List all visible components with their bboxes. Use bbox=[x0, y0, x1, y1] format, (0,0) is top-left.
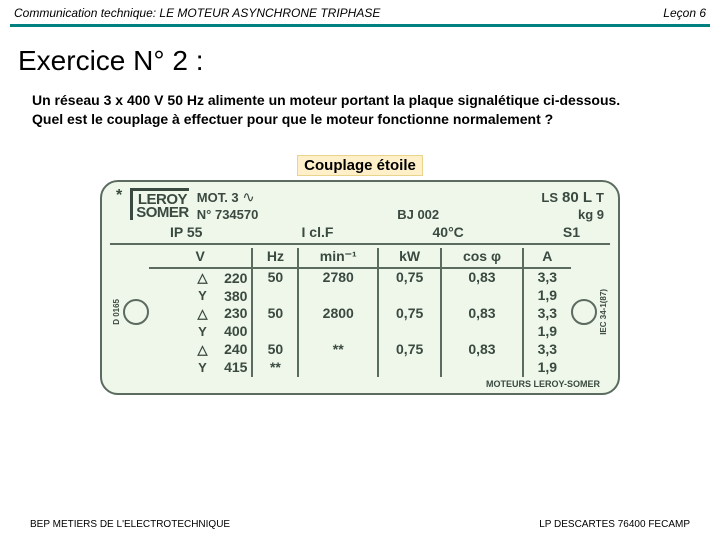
kg-value: 9 bbox=[597, 207, 604, 222]
cell-hz: ** bbox=[252, 359, 298, 377]
cell-cos: 0,83 bbox=[441, 341, 522, 359]
cell-hz: 50 bbox=[252, 341, 298, 359]
col-rpm: min⁻¹ bbox=[298, 248, 378, 269]
cell-a: 3,3 bbox=[523, 305, 571, 323]
plate-divider bbox=[110, 243, 610, 245]
cell-v: Y415 bbox=[149, 359, 252, 377]
plate-side-right-label: IEC 34-1(87) bbox=[597, 289, 610, 335]
kg-label: kg bbox=[578, 207, 593, 222]
cell-v: △220 bbox=[149, 268, 252, 287]
cell-hz: 50 bbox=[252, 305, 298, 323]
table-row: △2205027800,750,833,3 bbox=[149, 268, 571, 287]
ip-rating: IP 55 bbox=[170, 224, 202, 240]
col-kw: kW bbox=[378, 248, 441, 269]
col-v: V bbox=[149, 248, 252, 269]
cell-kw bbox=[378, 287, 441, 305]
cell-rpm: 2780 bbox=[298, 268, 378, 287]
mot-label: MOT. 3 bbox=[197, 190, 239, 205]
cell-kw: 0,75 bbox=[378, 341, 441, 359]
footer-left: BEP METIERS DE L'ELECTROTECHNIQUE bbox=[30, 519, 230, 530]
cell-v: Y400 bbox=[149, 323, 252, 341]
duty-type: S1 bbox=[563, 224, 580, 240]
cell-a: 3,3 bbox=[523, 268, 571, 287]
cell-cos: 0,83 bbox=[441, 305, 522, 323]
table-row: △24050**0,750,833,3 bbox=[149, 341, 571, 359]
cell-rpm bbox=[298, 359, 378, 377]
col-cos: cos φ bbox=[441, 248, 522, 269]
ac-icon: ∿ bbox=[242, 189, 255, 206]
temperature: 40°C bbox=[433, 224, 464, 240]
cell-rpm: 2800 bbox=[298, 305, 378, 323]
serial-number: 734570 bbox=[215, 207, 258, 222]
cell-rpm bbox=[298, 323, 378, 341]
ratings-table: V Hz min⁻¹ kW cos φ A △2205027800,750,83… bbox=[149, 248, 571, 377]
table-header-row: V Hz min⁻¹ kW cos φ A bbox=[149, 248, 571, 269]
cell-hz: 50 bbox=[252, 268, 298, 287]
cell-hz bbox=[252, 323, 298, 341]
cell-cos: 0,83 bbox=[441, 268, 522, 287]
cell-cos bbox=[441, 287, 522, 305]
cell-v: Y380 bbox=[149, 287, 252, 305]
cell-kw: 0,75 bbox=[378, 305, 441, 323]
cell-v: △240 bbox=[149, 341, 252, 359]
table-row: △2305028000,750,833,3 bbox=[149, 305, 571, 323]
col-hz: Hz bbox=[252, 248, 298, 269]
cell-cos bbox=[441, 323, 522, 341]
cell-hz bbox=[252, 287, 298, 305]
cell-rpm: ** bbox=[298, 341, 378, 359]
bj-value: 002 bbox=[417, 207, 439, 222]
insulation-class: I cl.F bbox=[302, 224, 334, 240]
model-code: LS 80 L T bbox=[541, 189, 604, 206]
page-title: Exercice N° 2 : bbox=[0, 27, 720, 91]
header-left: Communication technique: LE MOTEUR ASYNC… bbox=[14, 6, 380, 20]
question-line-2: Quel est le couplage à effectuer pour qu… bbox=[32, 110, 688, 129]
cell-rpm bbox=[298, 287, 378, 305]
cell-v: △230 bbox=[149, 305, 252, 323]
question-text: Un réseau 3 x 400 V 50 Hz alimente un mo… bbox=[0, 91, 720, 129]
cell-cos bbox=[441, 359, 522, 377]
table-row: Y415** 1,9 bbox=[149, 359, 571, 377]
serial-label: N° bbox=[197, 207, 212, 222]
asterisk-icon: * bbox=[116, 188, 122, 204]
plate-side-left-label: D 0165 bbox=[110, 299, 123, 325]
cell-kw bbox=[378, 323, 441, 341]
answer-box: Couplage étoile bbox=[297, 155, 423, 176]
plate-footer: MOTEURS LEROY-SOMER bbox=[110, 377, 610, 389]
mounting-hole-icon bbox=[571, 299, 597, 325]
manufacturer-logo: LEROY SOMER bbox=[130, 188, 189, 220]
footer-right: LP DESCARTES 76400 FECAMP bbox=[539, 519, 690, 530]
mounting-hole-icon bbox=[123, 299, 149, 325]
logo-line2: SOMER bbox=[136, 206, 189, 220]
cell-a: 3,3 bbox=[523, 341, 571, 359]
header-right: Leçon 6 bbox=[663, 6, 706, 20]
col-a: A bbox=[523, 248, 571, 269]
bj-label: BJ bbox=[397, 207, 414, 222]
question-line-1: Un réseau 3 x 400 V 50 Hz alimente un mo… bbox=[32, 91, 688, 110]
cell-kw bbox=[378, 359, 441, 377]
cell-a: 1,9 bbox=[523, 323, 571, 341]
table-row: Y400 1,9 bbox=[149, 323, 571, 341]
table-row: Y380 1,9 bbox=[149, 287, 571, 305]
motor-nameplate: * LEROY SOMER MOT. 3 ∿ LS 80 L T N° 7345… bbox=[100, 180, 620, 395]
cell-a: 1,9 bbox=[523, 287, 571, 305]
cell-a: 1,9 bbox=[523, 359, 571, 377]
cell-kw: 0,75 bbox=[378, 268, 441, 287]
